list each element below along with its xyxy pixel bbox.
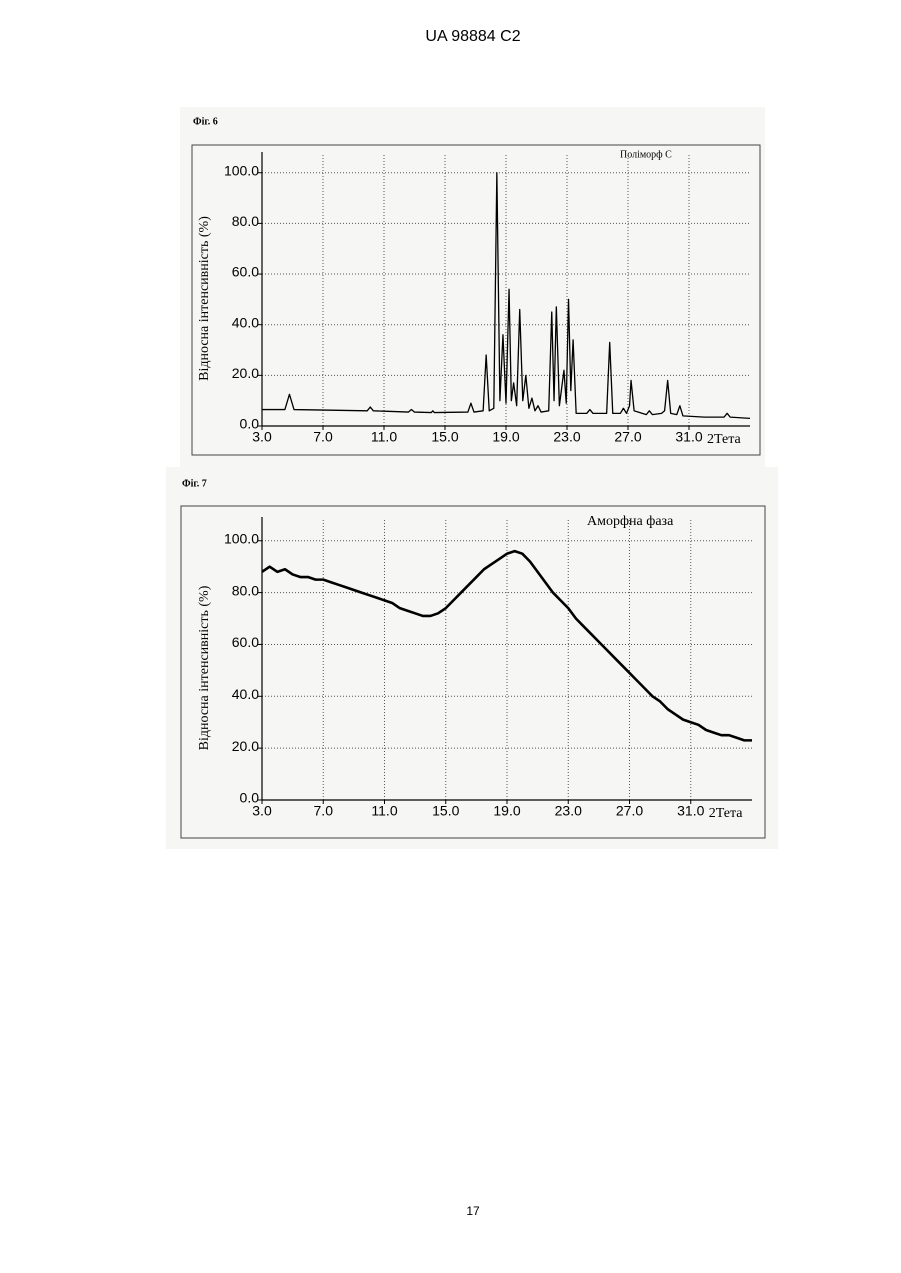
x-tick-label: 23.0 [555, 803, 582, 819]
y-tick-label: 20.0 [232, 365, 259, 381]
x-tick-label: 19.0 [493, 803, 520, 819]
x-tick-label: 31.0 [675, 429, 702, 445]
x-tick-label: 27.0 [614, 429, 641, 445]
x-tick-label: 3.0 [252, 803, 272, 819]
y-axis-label: Відносна інтенсивність (%) [197, 216, 212, 381]
x-tick-label: 19.0 [492, 429, 519, 445]
header: UA 98884 C2 [425, 28, 520, 45]
x-tick-label: 7.0 [314, 803, 334, 819]
x-tick-label: 15.0 [431, 429, 458, 445]
x-tick-label: 11.0 [371, 429, 397, 445]
x-tick-label: 7.0 [313, 429, 333, 445]
y-tick-label: 100.0 [224, 162, 259, 178]
annotation: Поліморф С [620, 149, 672, 160]
x-tick-label: 11.0 [371, 803, 397, 819]
x-tick-label: 3.0 [252, 429, 272, 445]
y-tick-label: 60.0 [232, 264, 259, 280]
y-tick-label: 40.0 [232, 314, 259, 330]
annotation: Аморфна фаза [587, 514, 674, 529]
figure-label: Фіг. 6 [193, 116, 218, 127]
page: UA 98884 C2 17 Фіг. 60.020.040.060.080.0… [0, 0, 901, 1273]
x-axis-label: 2Тета [707, 432, 742, 447]
x-tick-label: 23.0 [553, 429, 580, 445]
x-tick-label: 27.0 [616, 803, 643, 819]
y-tick-label: 80.0 [232, 582, 259, 598]
y-axis-label: Відносна інтенсивність (%) [197, 585, 212, 750]
x-tick-label: 31.0 [677, 803, 704, 819]
y-tick-label: 60.0 [232, 634, 259, 650]
x-axis-label: 2Тета [709, 806, 744, 821]
y-tick-label: 20.0 [232, 738, 259, 754]
y-tick-label: 80.0 [232, 213, 259, 229]
y-tick-label: 100.0 [224, 530, 259, 546]
x-tick-label: 15.0 [432, 803, 459, 819]
page-number: 17 [466, 1204, 480, 1218]
figure-label: Фіг. 7 [182, 478, 207, 489]
y-tick-label: 40.0 [232, 686, 259, 702]
